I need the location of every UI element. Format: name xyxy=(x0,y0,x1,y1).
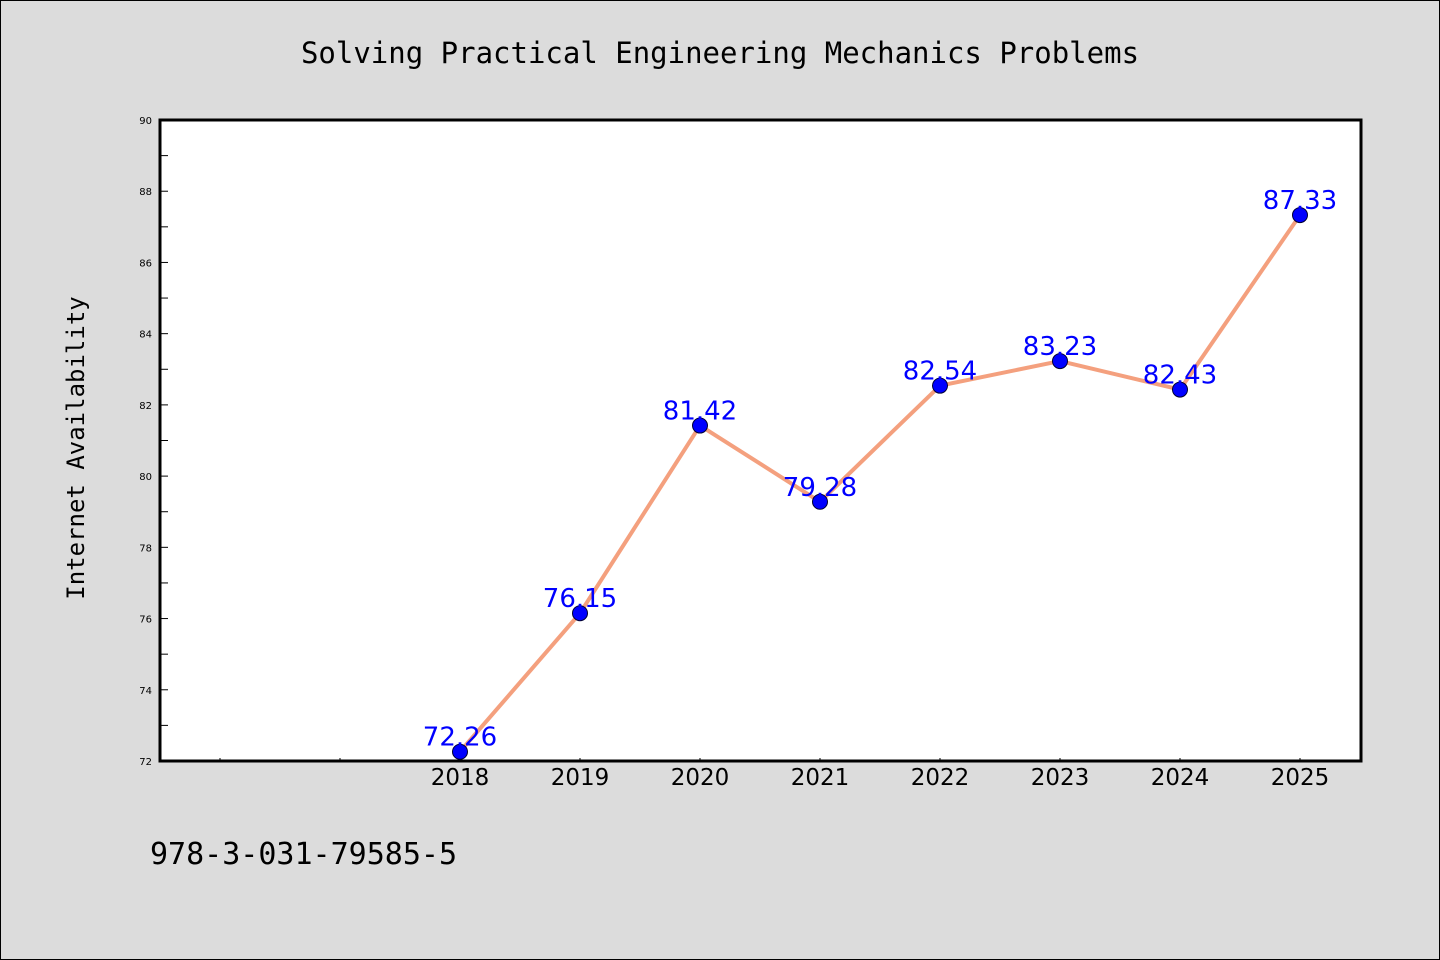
plot-area xyxy=(158,118,1363,763)
data-label: 81.42 xyxy=(663,397,737,427)
y-tick-label: 72 xyxy=(139,757,152,768)
y-axis-label: Internet Availability xyxy=(62,296,90,599)
data-label: 72.26 xyxy=(423,723,497,753)
data-point xyxy=(1052,353,1068,370)
x-tick-label: 2019 xyxy=(551,765,610,791)
x-tick-label: 2022 xyxy=(911,765,970,791)
data-label: 83.23 xyxy=(1023,332,1097,362)
data-label: 82.54 xyxy=(903,357,977,387)
x-tick-label: 2021 xyxy=(791,765,850,791)
x-tick-label: 2020 xyxy=(671,765,730,791)
data-point xyxy=(692,417,708,434)
y-tick-label: 82 xyxy=(139,401,152,412)
x-tick-label: 2024 xyxy=(1151,765,1210,791)
data-label: 79.28 xyxy=(783,473,857,503)
y-tick-label: 80 xyxy=(139,472,152,483)
y-tick-label: 78 xyxy=(139,543,152,554)
data-label: 82.43 xyxy=(1143,361,1217,391)
y-tick-label: 86 xyxy=(139,258,152,269)
y-tick-label: 88 xyxy=(139,187,152,198)
data-label: 87.33 xyxy=(1263,186,1337,216)
y-tick-label: 76 xyxy=(139,615,152,626)
data-point xyxy=(1172,381,1188,398)
chart-title: Solving Practical Engineering Mechanics … xyxy=(301,36,1139,70)
data-point xyxy=(1292,207,1308,224)
data-label: 76.15 xyxy=(543,584,617,614)
y-tick-label: 74 xyxy=(139,686,152,697)
y-tick-label: 84 xyxy=(139,330,152,341)
data-point xyxy=(572,605,588,622)
x-tick-label: 2023 xyxy=(1031,765,1090,791)
x-tick-label: 2018 xyxy=(431,765,490,791)
y-axis: 72 74 76 78 80 82 84 86 88 90 xyxy=(139,116,168,768)
isbn-text: 978-3-031-79585-5 xyxy=(150,837,457,872)
data-point xyxy=(932,377,948,394)
series-layer: 72.26 76.15 81.42 79.28 82.54 83.23 82.43 87.33 xyxy=(423,186,1337,760)
data-point xyxy=(812,493,828,510)
x-tick-label: 2025 xyxy=(1271,765,1330,791)
series-line xyxy=(458,213,1302,754)
y-tick-label: 90 xyxy=(139,116,152,127)
data-point xyxy=(452,743,468,760)
x-axis: 2018 2019 2020 2021 2022 2023 2024 2025 xyxy=(219,758,1330,791)
